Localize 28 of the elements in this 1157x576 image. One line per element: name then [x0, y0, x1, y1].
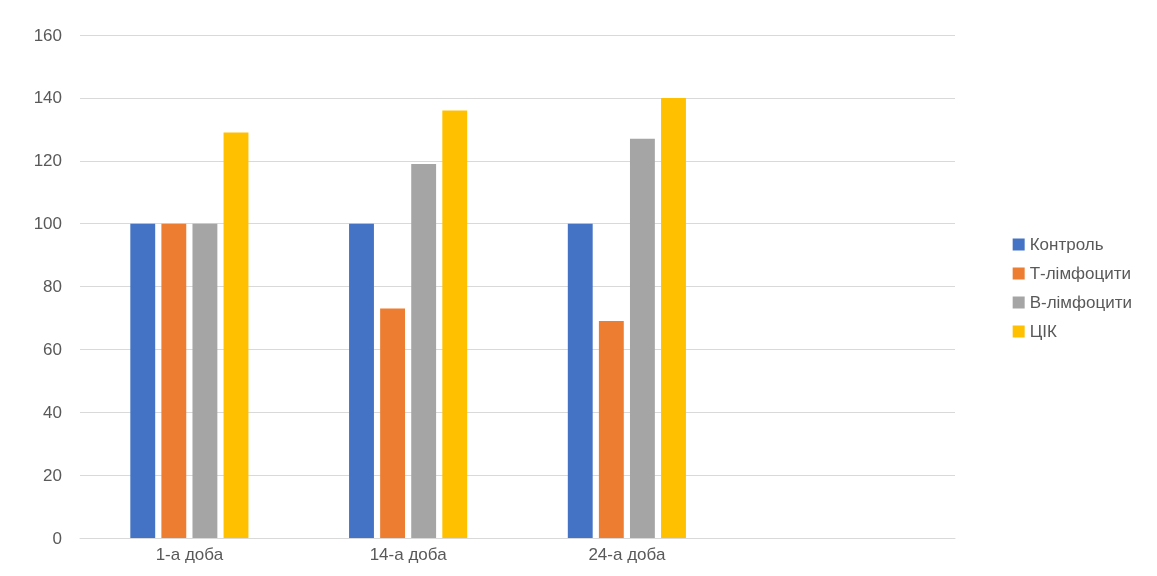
y-tick-label: 60	[43, 339, 62, 359]
bar	[629, 138, 655, 538]
y-tick-label: 0	[52, 528, 62, 548]
y-tick-label: 80	[43, 277, 62, 296]
x-tick-label: 1-а доба	[155, 545, 224, 564]
bar	[192, 223, 218, 538]
bar	[223, 132, 249, 538]
bar	[567, 223, 593, 538]
x-tick-label: 24-а доба	[588, 545, 666, 564]
bar	[598, 321, 624, 538]
bar	[380, 308, 406, 538]
bar	[161, 223, 187, 538]
bar	[130, 223, 156, 538]
y-tick-label: 100	[33, 214, 62, 234]
bar	[661, 97, 686, 538]
legend-label: В-лімфоцити	[1029, 293, 1132, 312]
bar	[349, 223, 374, 538]
legend-label: Контроль	[1029, 235, 1104, 254]
legend-label: ЦІК	[1029, 322, 1057, 341]
y-tick-label: 40	[43, 402, 62, 422]
x-tick-label: 14-а доба	[369, 545, 448, 564]
bar	[442, 110, 468, 538]
legend-label: Т-лімфоцити	[1029, 264, 1132, 283]
y-tick-label: 160	[33, 25, 62, 45]
bar	[411, 163, 437, 538]
y-tick-label: 140	[33, 88, 62, 108]
y-tick-label: 120	[33, 151, 62, 171]
y-tick-label: 20	[43, 465, 62, 485]
